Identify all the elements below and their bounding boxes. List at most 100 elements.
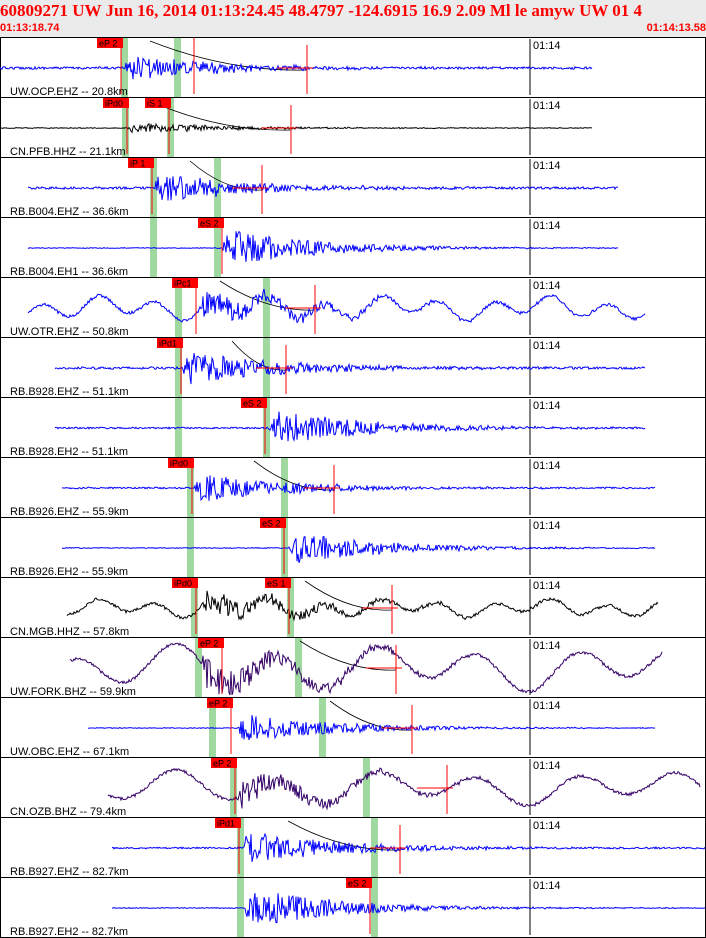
pick-label: iP 1 xyxy=(130,159,145,169)
phase-window xyxy=(363,758,370,817)
channel-row[interactable]: 01:14 eP 2 UW.FORK.BHZ -- 59.9km xyxy=(0,637,706,699)
waveform-trace[interactable] xyxy=(54,411,646,442)
phase-window xyxy=(175,338,182,397)
station-label: RB.B926.EH2 -- 55.9km xyxy=(10,566,128,578)
waveform-trace[interactable] xyxy=(0,122,593,134)
pick-flag[interactable] xyxy=(241,398,267,408)
channel-row[interactable]: 01:14 iPd0 iS 1 CN.PFB.HHZ -- 21.1km xyxy=(0,97,706,159)
pick-flag[interactable] xyxy=(207,698,233,708)
pick-label: eS 2 xyxy=(348,879,367,889)
station-label: RB.B928.EH2 -- 51.1km xyxy=(10,446,128,458)
station-label: RB.B926.EHZ -- 55.9km xyxy=(10,506,129,518)
minute-label: 01:14 xyxy=(533,340,561,352)
pick-label: iPd0 xyxy=(170,459,188,469)
pick-flag[interactable] xyxy=(265,578,291,588)
station-label: UW.OTR.EHZ -- 50.8km xyxy=(10,326,129,338)
minute-label: 01:14 xyxy=(533,640,561,652)
pick-label: iPc1 xyxy=(174,279,192,289)
pick-label: eP 2 xyxy=(209,699,227,709)
minute-label: 01:14 xyxy=(533,760,561,772)
pick-flag[interactable] xyxy=(346,878,372,888)
waveform-trace[interactable] xyxy=(61,475,656,502)
pick-label: iPd0 xyxy=(174,579,192,589)
pick-flag[interactable] xyxy=(260,518,286,528)
phase-window xyxy=(214,218,221,277)
pick-label: eP 2 xyxy=(99,39,117,49)
pick-label: eP 2 xyxy=(200,639,218,649)
pick-flag[interactable] xyxy=(157,338,183,348)
phase-window xyxy=(191,578,198,637)
waveform-trace[interactable] xyxy=(27,288,646,324)
minute-label: 01:14 xyxy=(533,160,561,172)
channel-row[interactable]: 01:14 eS 2 RB.B928.EH2 -- 51.1km xyxy=(0,397,706,459)
pick-flag[interactable] xyxy=(168,458,194,468)
pick-label: iPd0 xyxy=(105,99,123,109)
phase-window xyxy=(287,578,294,637)
pick-flag[interactable] xyxy=(211,758,237,768)
waveform-trace[interactable] xyxy=(0,56,593,80)
waveform-trace[interactable] xyxy=(87,715,655,741)
channel-row[interactable]: 01:14 eS 2 RB.B926.EH2 -- 55.9km xyxy=(0,517,706,579)
event-title: 60809271 UW Jun 16, 2014 01:13:24.45 48.… xyxy=(0,1,643,20)
minute-label: 01:14 xyxy=(533,880,561,892)
pick-label: eS 2 xyxy=(243,399,262,409)
pick-flag[interactable] xyxy=(172,578,198,588)
station-label: RB.B928.EHZ -- 51.1km xyxy=(10,386,129,398)
channel-row[interactable]: 01:14 iPc1 UW.OTR.EHZ -- 50.8km xyxy=(0,277,706,339)
waveform-trace[interactable] xyxy=(107,767,701,811)
channel-row[interactable]: 01:14 iPd1 RB.B928.EHZ -- 51.1km xyxy=(0,337,706,399)
channel-row[interactable]: 01:14 iPd0 eS 1 CN.MGB.HHZ -- 57.8km xyxy=(0,577,706,639)
waveform-trace[interactable] xyxy=(111,893,706,924)
station-label: RB.B927.EHZ -- 82.7km xyxy=(10,866,129,878)
pick-flag[interactable] xyxy=(145,98,171,108)
waveform-trace[interactable] xyxy=(111,832,706,862)
phase-window xyxy=(187,518,194,577)
waveform-trace[interactable] xyxy=(54,353,646,385)
pick-label: eS 2 xyxy=(262,519,281,529)
pick-flag[interactable] xyxy=(128,158,154,168)
waveform-trace[interactable] xyxy=(69,642,663,696)
channel-row[interactable]: 01:14 eP 2 UW.OCP.EHZ -- 20.8km xyxy=(0,37,706,99)
minute-label: 01:14 xyxy=(533,520,561,532)
travel-time-curve xyxy=(329,700,413,731)
minute-label: 01:14 xyxy=(533,820,561,832)
minute-label: 01:14 xyxy=(533,280,561,292)
channel-row[interactable]: 01:14 eP 2 UW.OBC.EHZ -- 67.1km xyxy=(0,697,706,759)
station-label: CN.OZB.BHZ -- 79.4km xyxy=(10,806,126,818)
travel-time-curve xyxy=(299,640,397,671)
station-label: CN.PFB.HHZ -- 21.1km xyxy=(10,146,126,158)
event-header: 60809271 UW Jun 16, 2014 01:13:24.45 48.… xyxy=(0,0,706,37)
travel-time-curve xyxy=(219,280,316,311)
pick-flag[interactable] xyxy=(172,278,198,288)
waveform-trace[interactable] xyxy=(66,590,659,622)
waveform-trace[interactable] xyxy=(27,176,619,201)
waveform-trace[interactable] xyxy=(27,230,619,262)
channel-row[interactable]: 01:14 eS 2 RB.B004.EH1 -- 36.6km xyxy=(0,217,706,279)
station-label: RB.B004.EHZ -- 36.6km xyxy=(10,206,129,218)
channel-row[interactable]: 01:14 eS 2 RB.B927.EH2 -- 82.7km xyxy=(0,877,706,938)
pick-label: iS 1 xyxy=(147,99,163,109)
minute-label: 01:14 xyxy=(533,700,561,712)
pick-flag[interactable] xyxy=(215,818,241,828)
pick-flag[interactable] xyxy=(103,98,129,108)
station-label: CN.MGB.HHZ -- 57.8km xyxy=(10,626,129,638)
minute-label: 01:14 xyxy=(533,580,561,592)
travel-time-curve xyxy=(189,160,263,191)
pick-flag[interactable] xyxy=(97,38,123,48)
pick-flag[interactable] xyxy=(198,218,224,228)
channel-row[interactable]: 01:14 eP 2 CN.OZB.BHZ -- 79.4km xyxy=(0,757,706,819)
phase-window xyxy=(214,158,221,217)
channel-row[interactable]: 01:14 iP 1 RB.B004.EHZ -- 36.6km xyxy=(0,157,706,219)
channel-row[interactable]: 01:14 iPd1 RB.B927.EHZ -- 82.7km xyxy=(0,817,706,879)
phase-window xyxy=(295,638,302,697)
travel-time-curve xyxy=(253,460,335,491)
pick-label: iPd1 xyxy=(159,339,177,349)
waveform-trace[interactable] xyxy=(62,535,656,564)
pick-flag[interactable] xyxy=(198,638,224,648)
travel-time-curve xyxy=(149,40,308,71)
minute-label: 01:14 xyxy=(533,400,561,412)
phase-window xyxy=(195,638,202,697)
channel-row[interactable]: 01:14 iPd0 RB.B926.EHZ -- 55.9km xyxy=(0,457,706,519)
minute-label: 01:14 xyxy=(533,460,561,472)
